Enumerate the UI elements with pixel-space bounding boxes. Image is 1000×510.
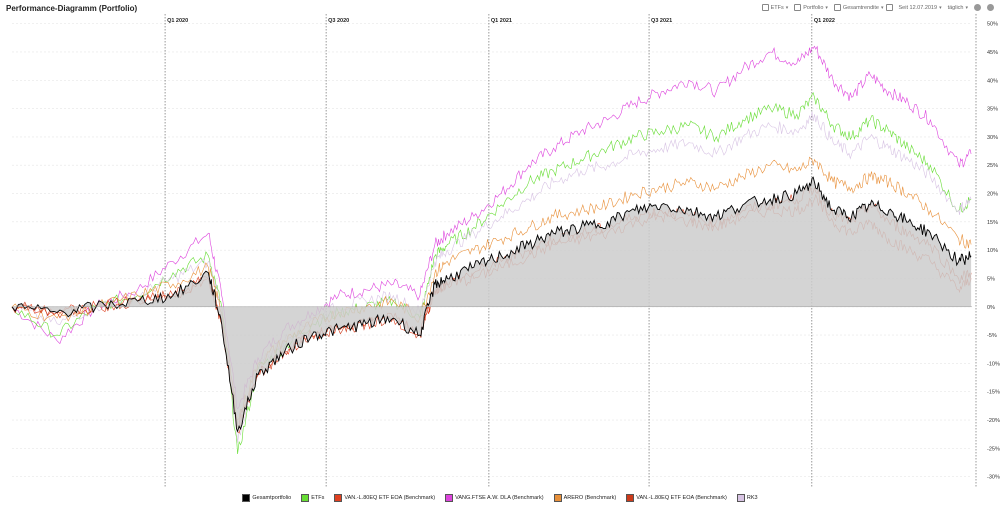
y-tick-label: -20% xyxy=(987,418,1000,424)
y-tick-label: 5% xyxy=(987,276,995,282)
legend-label: Gesamtportfolio xyxy=(252,495,292,501)
quarter-label: Q3 2020 xyxy=(328,18,349,24)
legend-swatch xyxy=(626,494,635,502)
chevron-down-icon: ▾ xyxy=(939,4,942,11)
chevron-down-icon: ▾ xyxy=(825,4,828,11)
y-tick-label: -10% xyxy=(987,361,1000,367)
legend-item[interactable]: Gesamtportfolio xyxy=(242,494,291,502)
y-tick-label: 30% xyxy=(987,135,998,141)
y-tick-label: 25% xyxy=(987,163,998,169)
y-tick-label: 15% xyxy=(987,220,998,226)
since-selector[interactable]: Seit 12.07.2019 ▾ xyxy=(899,5,942,11)
legend-swatch xyxy=(445,494,454,502)
quarter-label: Q1 2022 xyxy=(814,18,835,24)
legend-item[interactable]: VANG.FTSE A.W. DLA (Benchmark) xyxy=(445,494,544,502)
legend-swatch xyxy=(553,494,562,502)
performance-chart: Q1 2020 Q3 2020 Q1 2021 Q3 2021 Q1 2022 50% 45… xyxy=(11,14,1000,488)
legend-label: ARERO (Benchmark) xyxy=(563,495,617,501)
etfs-selector[interactable]: ETFs ▾ xyxy=(761,4,789,11)
legend-item[interactable]: VAN.-L.80EQ ETF EOA (Benchmark) xyxy=(334,494,435,502)
y-tick-label: -15% xyxy=(987,390,1000,396)
folder-icon xyxy=(761,4,769,11)
portfolio-label: Portfolio xyxy=(803,4,824,11)
legend-label: RK3 xyxy=(746,495,758,501)
legend-label: VANG.FTSE A.W. DLA (Benchmark) xyxy=(455,495,544,501)
calendar-icon[interactable] xyxy=(885,4,893,11)
chart-legend: Gesamtportfolio ETFs VAN.-L.80EQ ETF EOA (… xyxy=(0,494,1000,502)
y-tick-label: 40% xyxy=(987,78,998,84)
legend-swatch xyxy=(736,494,745,502)
page-title: Performance-Diagramm (Portfolio) xyxy=(6,4,138,13)
gear-icon[interactable] xyxy=(987,4,994,11)
chevron-down-icon: ▾ xyxy=(965,4,968,11)
document-icon xyxy=(833,4,841,11)
y-tick-label: 10% xyxy=(987,248,998,254)
interval-selector[interactable]: täglich ▾ xyxy=(948,5,968,11)
return-selector[interactable]: Gesamtrendite ▾ xyxy=(833,4,893,11)
folder-icon xyxy=(794,4,802,11)
chevron-down-icon: ▾ xyxy=(785,4,789,11)
quarter-label: Q1 2021 xyxy=(491,18,512,24)
y-tick-label: -25% xyxy=(987,446,1000,452)
portfolio-area xyxy=(12,177,972,432)
toolbar: ETFs ▾ Portfolio ▾ Gesamtrendite ▾ Seit … xyxy=(761,4,994,11)
legend-item[interactable]: ARERO (Benchmark) xyxy=(553,494,617,502)
quarter-label: Q1 2020 xyxy=(167,18,188,24)
y-tick-label: 50% xyxy=(987,22,998,28)
y-tick-label: -5% xyxy=(987,333,997,339)
return-label: Gesamtrendite xyxy=(842,4,879,11)
legend-label: ETFs xyxy=(311,495,325,501)
etfs-label: ETFs xyxy=(770,4,784,11)
y-tick-label: 0% xyxy=(987,305,995,311)
legend-item[interactable]: VAN.-L.80EQ ETF EOA (Benchmark) xyxy=(626,494,727,502)
legend-label: VAN.-L.80EQ ETF EOA (Benchmark) xyxy=(636,495,727,501)
legend-item[interactable]: RK3 xyxy=(736,494,758,502)
y-tick-label: 20% xyxy=(987,192,998,198)
since-label: Seit 12.07.2019 xyxy=(898,4,938,11)
legend-label: VAN.-L.80EQ ETF EOA (Benchmark) xyxy=(344,495,436,501)
portfolio-selector[interactable]: Portfolio ▾ xyxy=(794,4,828,11)
y-tick-label: 45% xyxy=(987,50,998,56)
interval-label: täglich xyxy=(947,4,964,11)
quarter-label: Q3 2021 xyxy=(651,18,672,24)
person-icon[interactable] xyxy=(974,4,981,11)
legend-swatch xyxy=(301,494,310,502)
series-line-0 xyxy=(11,176,972,433)
legend-swatch xyxy=(334,494,343,502)
chevron-down-icon: ▾ xyxy=(881,4,884,11)
y-tick-label: -30% xyxy=(987,475,1000,481)
legend-item[interactable]: ETFs xyxy=(301,494,324,502)
y-tick-label: 35% xyxy=(987,107,998,113)
legend-swatch xyxy=(242,494,251,502)
